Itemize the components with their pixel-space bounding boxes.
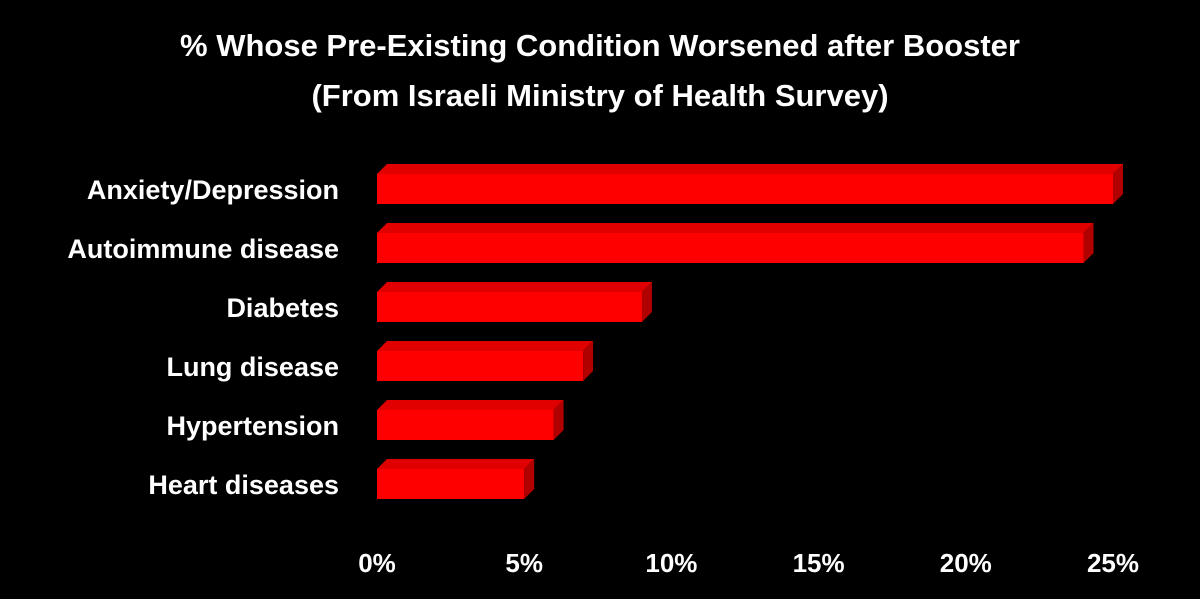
x-tick-label: 10% <box>645 548 697 578</box>
bar-top-face <box>377 400 564 410</box>
category-label: Hypertension <box>166 411 339 441</box>
bar-front-face <box>377 410 554 440</box>
bar-top-face <box>377 223 1094 233</box>
category-label: Anxiety/Depression <box>87 175 339 205</box>
category-labels: Anxiety/Depression Autoimmune disease Diab… <box>67 175 339 500</box>
bar-4 <box>377 400 564 440</box>
category-label: Lung disease <box>166 352 339 382</box>
bar-0 <box>377 164 1123 204</box>
bar-top-face <box>377 164 1123 174</box>
category-label: Diabetes <box>226 293 339 323</box>
bar-side-face <box>1083 223 1094 263</box>
bar-side-face <box>1113 164 1123 204</box>
x-tick-label: 0% <box>358 548 396 578</box>
x-tick-label: 5% <box>505 548 543 578</box>
category-label: Heart diseases <box>148 470 339 500</box>
bar-2 <box>377 282 652 322</box>
x-tick-label: 25% <box>1087 548 1139 578</box>
category-label: Autoimmune disease <box>67 234 339 264</box>
bar-side-face <box>553 400 564 440</box>
bar-front-face <box>377 233 1084 263</box>
x-tick-label: 15% <box>793 548 845 578</box>
bar-side-face <box>641 282 652 322</box>
chart-subtitle: (From Israeli Ministry of Health Survey) <box>311 78 888 113</box>
bar-front-face <box>377 351 584 381</box>
x-axis-tick-labels: 0% 5% 10% 15% 20% 25% <box>358 548 1139 578</box>
bar-1 <box>377 223 1094 263</box>
chart-title: % Whose Pre-Existing Condition Worsened … <box>180 28 1020 63</box>
bar-side-face <box>583 341 594 381</box>
bar-top-face <box>377 459 535 469</box>
bar-5 <box>377 459 535 499</box>
bars-group <box>377 164 1123 499</box>
bar-3 <box>377 341 594 381</box>
bar-front-face <box>377 174 1113 204</box>
bar-top-face <box>377 282 652 292</box>
bar-front-face <box>377 292 642 322</box>
bar-side-face <box>524 459 535 499</box>
x-tick-label: 20% <box>940 548 992 578</box>
bar-front-face <box>377 469 525 499</box>
bar-top-face <box>377 341 594 351</box>
